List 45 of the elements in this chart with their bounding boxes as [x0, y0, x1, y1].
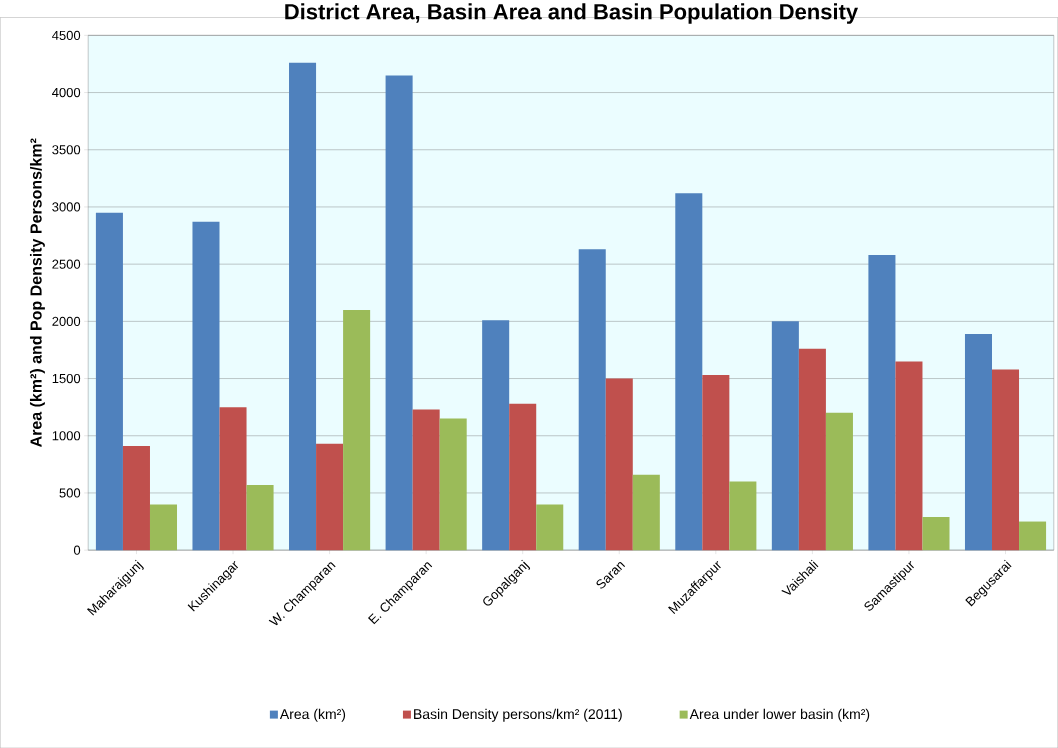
bar: [509, 403, 537, 551]
y-tick-label: 1500: [52, 373, 81, 384]
bar: [922, 516, 950, 551]
y-axis-title: Area (km²) and Pop Density Persons/km²: [29, 138, 45, 447]
bar: [578, 249, 606, 551]
bar: [1019, 521, 1047, 551]
bar: [605, 378, 633, 551]
legend-label: Basin Density persons/km² (2011): [414, 708, 622, 722]
legend-label: Area (km²): [279, 708, 346, 722]
bar: [675, 193, 703, 551]
bar: [316, 443, 344, 551]
bar: [964, 333, 992, 551]
y-tick-label: 2500: [52, 259, 81, 269]
y-tick-label: 4500: [52, 30, 81, 40]
legend-label: Area under lower basin (km²): [689, 708, 870, 722]
bar: [895, 361, 923, 551]
bar: [868, 254, 896, 551]
bar: [536, 504, 564, 551]
bar: [992, 369, 1020, 551]
y-tick-label: 3000: [52, 202, 81, 212]
bar: [149, 504, 178, 551]
bar: [289, 62, 317, 551]
y-tick-label: 0: [73, 545, 81, 555]
bar: [825, 412, 853, 551]
bar: [482, 320, 510, 551]
y-tick-label: 500: [59, 488, 81, 498]
y-tick-label: 2000: [52, 316, 81, 326]
bar: [439, 418, 467, 551]
y-tick-label: 3500: [52, 145, 81, 155]
bar: [192, 221, 220, 551]
chart-title: District Area, Basin Area and Basin Population Density: [285, 3, 859, 24]
y-tick-label: 4000: [52, 87, 81, 98]
bar: [219, 407, 247, 551]
bar: [412, 409, 440, 551]
bar: [122, 445, 150, 551]
bar: [343, 309, 371, 551]
bar: [95, 212, 123, 551]
y-tick-label: 1000: [52, 431, 81, 441]
bar: [632, 474, 660, 551]
bar: [771, 321, 799, 551]
bar: [702, 374, 730, 551]
bar: [246, 484, 274, 551]
bar: [729, 481, 757, 551]
bar: [798, 348, 826, 551]
bar: [385, 75, 413, 551]
